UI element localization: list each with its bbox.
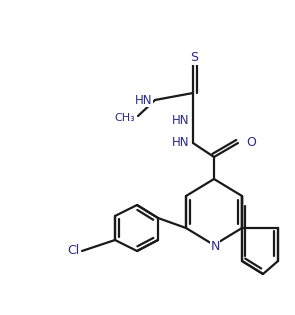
Text: HN: HN: [171, 113, 189, 127]
Text: S: S: [190, 51, 198, 64]
Text: N: N: [210, 239, 220, 253]
Text: HN: HN: [135, 94, 152, 106]
Text: CH₃: CH₃: [114, 113, 135, 123]
Text: Cl: Cl: [68, 244, 80, 257]
Text: HN: HN: [171, 136, 189, 150]
Text: O: O: [246, 135, 256, 148]
